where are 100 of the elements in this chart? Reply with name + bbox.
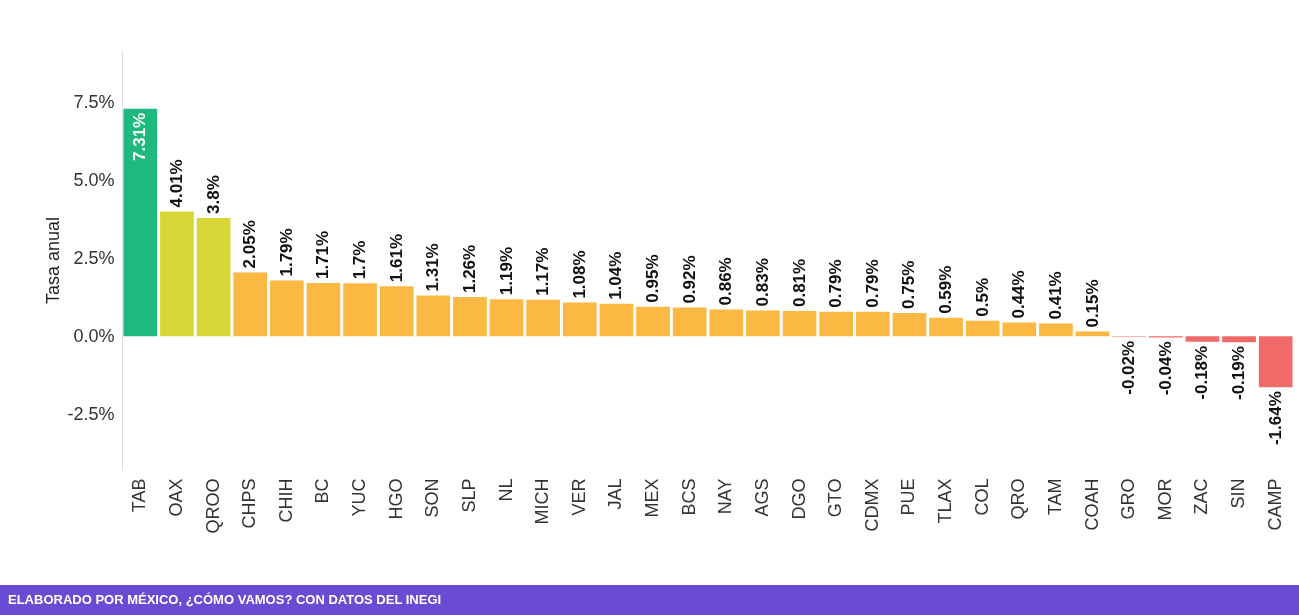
data-label: -1.64% bbox=[1265, 391, 1285, 446]
data-label: 0.75% bbox=[899, 260, 919, 309]
y-tick-label: -2.5% bbox=[67, 403, 115, 424]
data-label: 4.01% bbox=[166, 159, 186, 208]
x-tick-label: NAY bbox=[715, 478, 736, 515]
x-tick-label: MOR bbox=[1154, 478, 1175, 521]
data-label: 7.31% bbox=[130, 112, 150, 161]
bar bbox=[196, 218, 231, 337]
x-tick-label: JAL bbox=[605, 478, 626, 510]
bar bbox=[1258, 336, 1293, 388]
x-tick-label: SON bbox=[422, 478, 443, 518]
bar bbox=[709, 309, 744, 337]
bar bbox=[636, 306, 670, 337]
bar bbox=[562, 302, 597, 337]
x-tick-label: SLP bbox=[458, 478, 479, 513]
data-label: 0.79% bbox=[862, 259, 882, 308]
x-tick-label: NL bbox=[495, 478, 516, 502]
bar bbox=[819, 311, 854, 337]
bar bbox=[965, 320, 1000, 337]
bar bbox=[855, 311, 890, 337]
y-tick-label: 0.0% bbox=[73, 325, 115, 346]
data-label: 0.81% bbox=[789, 258, 809, 308]
data-label: 1.79% bbox=[276, 228, 296, 277]
bar bbox=[416, 295, 451, 337]
y-tick-label: 2.5% bbox=[73, 247, 115, 268]
bar bbox=[343, 283, 377, 337]
bar bbox=[526, 299, 561, 337]
bar bbox=[892, 312, 927, 337]
bar bbox=[160, 211, 194, 337]
x-tick-label: CDMX bbox=[861, 478, 882, 532]
bar bbox=[599, 303, 634, 337]
data-label: 1.08% bbox=[569, 250, 589, 299]
bar bbox=[453, 297, 487, 337]
x-tick-label: SIN bbox=[1228, 478, 1249, 509]
bar bbox=[306, 283, 341, 337]
x-tick-label: QRO bbox=[1008, 478, 1029, 520]
bar bbox=[233, 272, 268, 337]
data-label: 0.83% bbox=[752, 258, 772, 307]
y-tick-label: 7.5% bbox=[73, 92, 115, 113]
data-label: 0.5% bbox=[972, 277, 992, 317]
x-tick-label: GTO bbox=[825, 478, 846, 518]
data-label: 0.79% bbox=[826, 259, 846, 308]
bar bbox=[1002, 322, 1037, 337]
x-tick-label: MICH bbox=[532, 478, 553, 525]
x-tick-label: PUE bbox=[898, 478, 919, 516]
x-tick-label: BC bbox=[312, 478, 333, 504]
data-label: 0.59% bbox=[936, 265, 956, 314]
x-tick-label: AGS bbox=[751, 478, 772, 517]
bar bbox=[1185, 336, 1220, 342]
data-label: -0.04% bbox=[1155, 341, 1175, 396]
data-label: 1.7% bbox=[350, 240, 370, 280]
x-tick-label: MEX bbox=[642, 478, 663, 518]
data-label: -0.02% bbox=[1119, 340, 1139, 395]
x-tick-label: YUC bbox=[349, 478, 370, 517]
data-label: 1.31% bbox=[423, 243, 443, 292]
data-label: 2.05% bbox=[240, 220, 260, 269]
data-label: 1.17% bbox=[533, 247, 553, 296]
data-label: -0.18% bbox=[1192, 345, 1212, 400]
x-tick-label: BCS bbox=[678, 478, 699, 516]
data-label: 3.8% bbox=[203, 175, 223, 214]
bar bbox=[379, 286, 414, 337]
x-tick-label: ZAC bbox=[1191, 478, 1212, 515]
x-tick-label: OAX bbox=[165, 478, 186, 517]
x-tick-label: GRO bbox=[1118, 478, 1139, 520]
data-label: 0.86% bbox=[716, 257, 736, 306]
x-tick-label: CAMP bbox=[1264, 478, 1285, 531]
x-tick-label: DGO bbox=[788, 478, 809, 520]
x-tick-label: CHIH bbox=[275, 478, 296, 523]
data-label: 1.19% bbox=[496, 247, 516, 296]
bar bbox=[746, 310, 780, 337]
bar bbox=[489, 299, 524, 337]
x-tick-label: VER bbox=[568, 478, 589, 516]
x-tick-label: TLAX bbox=[935, 478, 956, 524]
x-tick-label: COL bbox=[971, 478, 992, 516]
data-label: -0.19% bbox=[1229, 346, 1249, 401]
data-label: 0.44% bbox=[1009, 270, 1029, 319]
data-label: 1.26% bbox=[459, 244, 479, 294]
bar bbox=[1039, 323, 1073, 337]
x-tick-label: TAM bbox=[1044, 478, 1065, 516]
bar bbox=[929, 317, 963, 337]
data-label: 0.95% bbox=[643, 254, 663, 303]
x-tick-label: COAH bbox=[1081, 478, 1102, 531]
data-label: 0.92% bbox=[679, 255, 699, 304]
y-axis-title: Tasa anual bbox=[43, 216, 64, 305]
x-tick-label: CHPS bbox=[239, 478, 260, 529]
bar bbox=[782, 311, 817, 337]
data-label: 0.15% bbox=[1082, 279, 1102, 328]
data-label: 0.41% bbox=[1045, 271, 1065, 320]
data-label: 1.04% bbox=[606, 251, 626, 300]
bar bbox=[123, 108, 158, 337]
text: ELABORADO POR MÉXICO, ¿CÓMO VAMOS? CON DATOS DEL INEGI bbox=[0, 585, 1299, 615]
x-tick-label: HGO bbox=[385, 478, 406, 520]
bar bbox=[269, 280, 304, 337]
y-tick-label: 5.0% bbox=[73, 170, 115, 191]
bar bbox=[672, 307, 707, 337]
bar bbox=[1222, 336, 1256, 343]
data-label: 1.61% bbox=[386, 233, 406, 283]
data-label: 1.71% bbox=[313, 230, 333, 280]
x-tick-label: QROO bbox=[202, 478, 223, 534]
x-tick-label: TAB bbox=[129, 478, 150, 513]
